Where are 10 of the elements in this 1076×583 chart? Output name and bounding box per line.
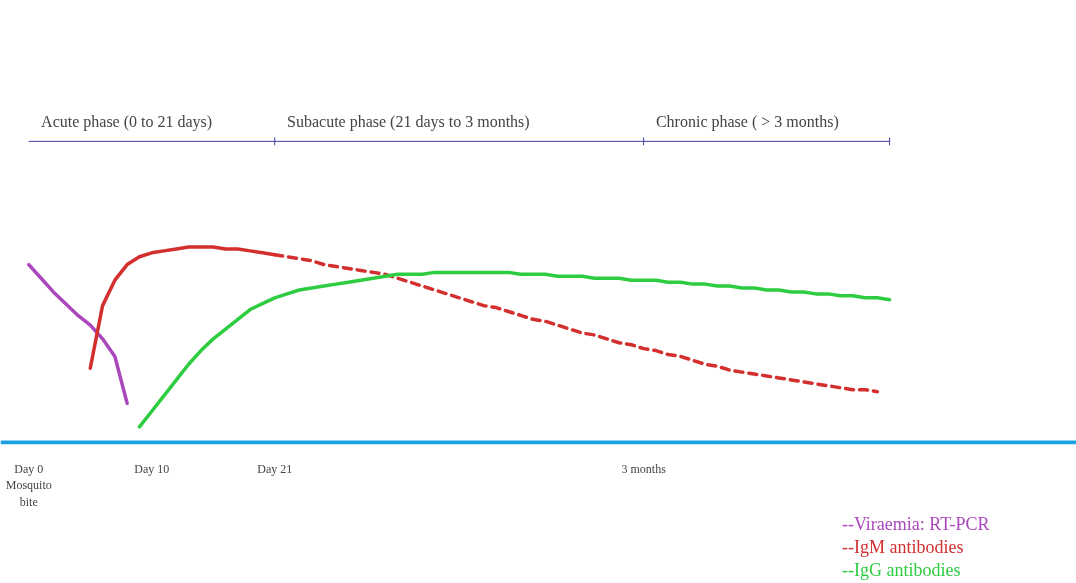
text: --IgM antibodies	[841, 536, 964, 557]
x-tick-label: Day 10	[134, 461, 170, 476]
x-tick-label: Day 21	[257, 461, 293, 476]
text: --Viraemia: RT-PCR	[841, 513, 990, 534]
text: Subacute phase (21 days to 3 months)	[287, 112, 530, 131]
text: --IgG antibodies	[841, 559, 961, 580]
text: Acute phase (0 to 21 days)	[41, 112, 213, 131]
x-tick-label: Day 0 Mosquito bite	[5, 461, 52, 510]
x-tick-label: 3 months	[621, 461, 667, 476]
text: Chronic phase ( > 3 months)	[655, 112, 839, 131]
